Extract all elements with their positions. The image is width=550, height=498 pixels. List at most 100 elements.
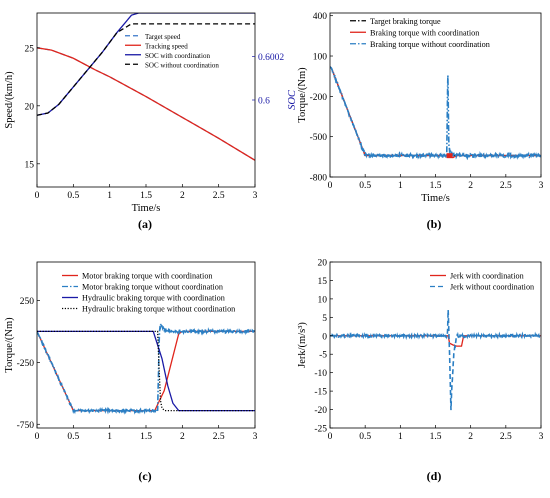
y-tick-label-a: 25 — [25, 44, 35, 54]
legend-entry-c: Motor braking torque with coordination — [82, 272, 213, 281]
x-tick-label-b: 3 — [539, 181, 544, 191]
legend-b: Target braking torque Braking torque with… — [350, 17, 490, 49]
y-tick-label-d: 5 — [322, 314, 327, 324]
y-tick-label-d: -10 — [314, 369, 327, 379]
legend-entry-a: SOC with coordination — [145, 52, 210, 60]
x-tick-label-c: 0.5 — [67, 432, 79, 442]
y-tick-label-c: 250 — [20, 297, 35, 307]
y2-tick-label-a: 0.6 — [258, 97, 270, 107]
x-tick-label-a: 0.5 — [67, 191, 79, 201]
series-line-c-2 — [37, 323, 255, 415]
series-line-c-1 — [37, 330, 255, 412]
legend-entry-b: Braking torque without coordination — [370, 40, 490, 49]
legend-entry-a: Tracking speed — [145, 42, 188, 50]
series-marker-b-coordination — [446, 153, 453, 159]
y2-tick-label-a: 0.6002 — [258, 53, 284, 63]
y-tick-label-b: 100 — [313, 53, 328, 63]
y-tick-label-d: -15 — [314, 388, 327, 398]
axes-frame-b — [329, 12, 542, 178]
series-line-c-3 — [37, 330, 255, 412]
legend-entry-c: Hydraulic braking torque with coordinati… — [82, 294, 225, 303]
legend-c: Motor braking torque with coordination Mo… — [62, 272, 235, 314]
x-tick-label-d: 2 — [468, 432, 473, 442]
y-axis-label-a: Speed/(km/h) — [4, 71, 15, 129]
legend-entry-c: Hydraulic braking torque without coordin… — [82, 305, 235, 314]
x-tick-label-b: 0 — [328, 181, 333, 191]
y-tick-label-d: 15 — [318, 277, 328, 287]
legend-entry-d: Jerk without coordination — [450, 283, 534, 292]
legend-entry-a: SOC without coordination — [145, 61, 219, 69]
series-line-a-2 — [37, 47, 255, 161]
legend-entry-c: Motor braking torque without coordinatio… — [82, 283, 223, 292]
panel-label-c: (c) — [138, 469, 151, 483]
y-axis-label-c: Torque/(Nm) — [4, 317, 15, 373]
x-tick-label-b: 1 — [398, 181, 403, 191]
y-axis-label-b: Torque/(Nm) — [297, 67, 308, 123]
x-tick-label-c: 0 — [35, 432, 40, 442]
series-line-a-4 — [37, 23, 255, 116]
y-tick-label-b: -500 — [310, 133, 328, 143]
panel-label-b: (b) — [427, 217, 442, 231]
y-tick-label-d: -5 — [319, 351, 327, 361]
x-tick-label-d: 0.5 — [359, 432, 371, 442]
y-tick-label-a: 15 — [25, 160, 35, 170]
panel-d: 0 0.5 1 1.5 2 2.5 3 -25 -20 -15 -10 -5 0 5 10 15 20 Jerk/… — [297, 259, 544, 484]
x-tick-label-c: 2 — [180, 432, 185, 442]
x-tick-label-a: 1.5 — [140, 191, 152, 201]
y-tick-label-b: 400 — [313, 12, 328, 22]
x-tick-label-c: 1 — [107, 432, 112, 442]
series-line-c-4 — [37, 330, 255, 412]
x-tick-label-a: 0 — [35, 191, 40, 201]
panel-label-d: (d) — [427, 469, 442, 483]
panel-c: 0 0.5 1 1.5 2 2.5 3 -750 -250 250 Torque/(Nm) (c) Mo… — [4, 261, 258, 483]
plot-area-b — [330, 66, 541, 161]
plot-area-c — [37, 323, 255, 415]
x-tick-label-b: 1.5 — [430, 181, 442, 191]
y-tick-label-b: -200 — [310, 93, 328, 103]
x-tick-label-b: 0.5 — [359, 181, 371, 191]
x-tick-label-a: 2.5 — [213, 191, 225, 201]
y-tick-label-b: -800 — [310, 174, 328, 184]
y-tick-label-a: 20 — [25, 102, 35, 112]
plot-area-d — [330, 309, 541, 411]
x-tick-label-d: 2.5 — [500, 432, 512, 442]
x-axis-label-a: Time/s — [132, 203, 161, 214]
x-tick-label-a: 3 — [253, 191, 258, 201]
x-tick-label-d: 0 — [328, 432, 333, 442]
y-tick-label-d: 0 — [322, 332, 327, 342]
series-line-b-1 — [330, 66, 541, 157]
x-tick-label-b: 2.5 — [500, 181, 512, 191]
x-tick-label-c: 1.5 — [140, 432, 152, 442]
y-tick-label-c: -250 — [17, 359, 35, 369]
y-tick-label-d: 20 — [318, 259, 328, 269]
panel-label-a: (a) — [138, 217, 152, 231]
x-tick-label-b: 2 — [468, 181, 473, 191]
y-tick-label-d: -20 — [314, 406, 327, 416]
x-tick-label-a: 1 — [107, 191, 112, 201]
series-line-d-2 — [330, 309, 541, 411]
plot-area-a — [37, 13, 255, 161]
y-tick-label-c: -750 — [17, 421, 35, 431]
y-tick-label-d: -25 — [314, 425, 327, 435]
x-tick-label-d: 1.5 — [430, 432, 442, 442]
legend-entry-b: Target braking torque — [370, 17, 441, 26]
y2-axis-label-a: SOC — [287, 89, 298, 110]
y-tick-label-d: 10 — [318, 295, 328, 305]
x-axis-label-b: Time/s — [421, 193, 450, 204]
legend-entry-b: Braking torque with coordination — [370, 28, 479, 37]
legend-d: Jerk with coordination Jerk without coord… — [430, 272, 534, 292]
x-tick-label-d: 3 — [539, 432, 544, 442]
series-line-b-3 — [330, 66, 541, 161]
x-tick-label-a: 2 — [180, 191, 185, 201]
y-axis-label-d: Jerk/(m/s³) — [297, 322, 308, 368]
legend-entry-a: Target speed — [145, 33, 181, 41]
panel-a: 0 0.5 1 1.5 2 2.5 3 15 20 25 0.6 0.6002 SOC Time/s Spe… — [4, 12, 298, 231]
panel-b: 0 0.5 1 1.5 2 2.5 3 -800 -500 -200 100 400 Time/s Tor… — [297, 12, 544, 231]
x-tick-label-c: 3 — [253, 432, 258, 442]
x-tick-label-d: 1 — [398, 432, 403, 442]
legend-entry-d: Jerk with coordination — [450, 272, 524, 281]
x-tick-label-c: 2.5 — [213, 432, 225, 442]
